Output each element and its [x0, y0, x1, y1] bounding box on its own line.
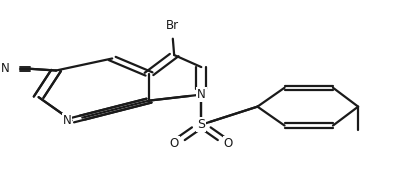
Text: N: N: [63, 114, 72, 127]
Text: N: N: [1, 62, 9, 75]
Text: Br: Br: [166, 19, 179, 32]
Text: S: S: [197, 118, 205, 131]
Text: O: O: [224, 137, 233, 150]
Text: N: N: [197, 88, 206, 101]
Text: O: O: [169, 137, 179, 150]
